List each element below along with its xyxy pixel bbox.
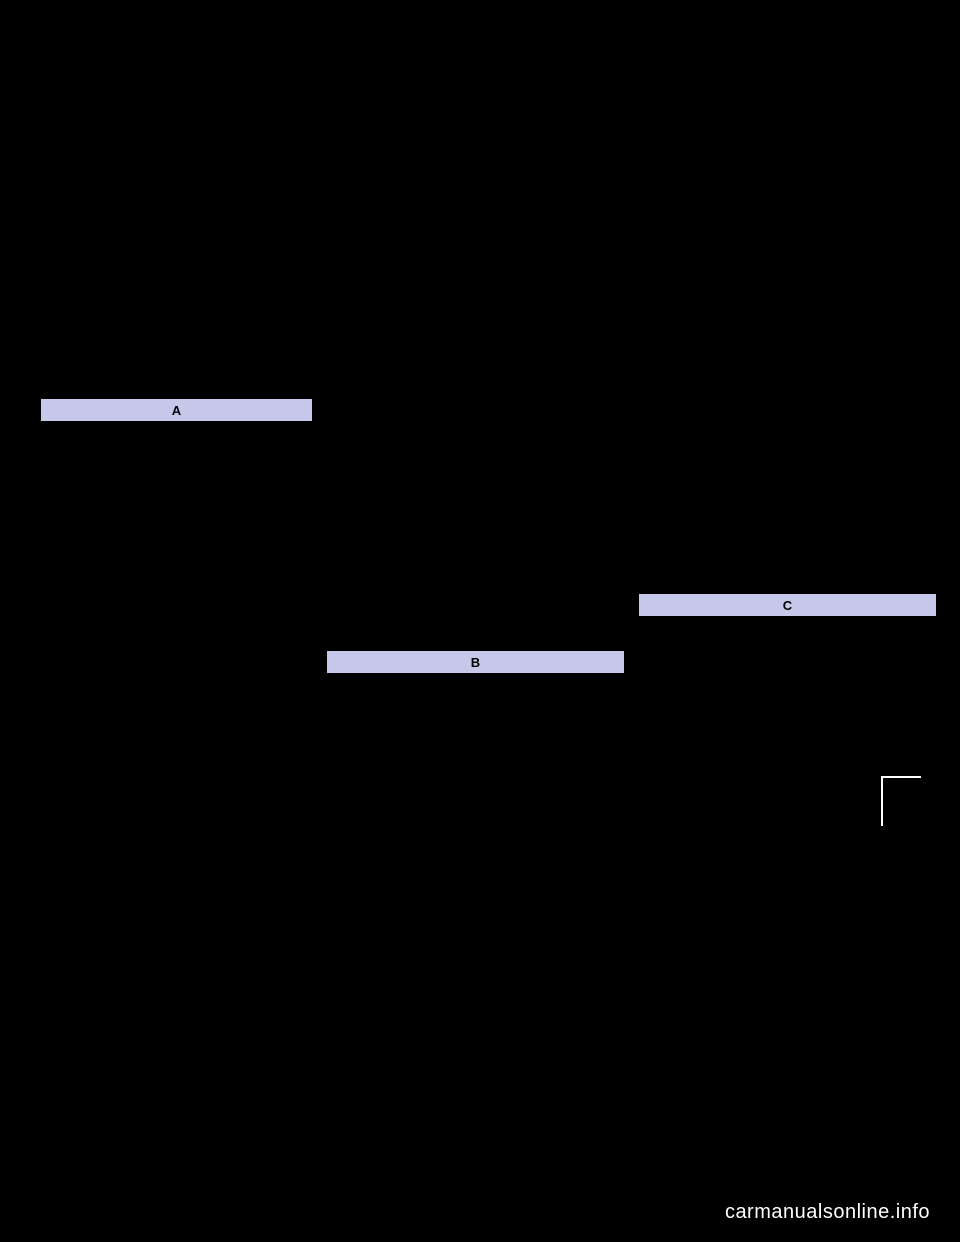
watermark-text: carmanualsonline.info	[725, 1201, 930, 1224]
label-box-a: A	[40, 398, 313, 422]
label-a-text: A	[172, 403, 181, 418]
label-box-c: C	[638, 593, 937, 617]
label-box-b: B	[326, 650, 625, 674]
label-b-text: B	[471, 655, 480, 670]
page-tab-notch	[881, 776, 921, 826]
label-c-text: C	[783, 598, 792, 613]
